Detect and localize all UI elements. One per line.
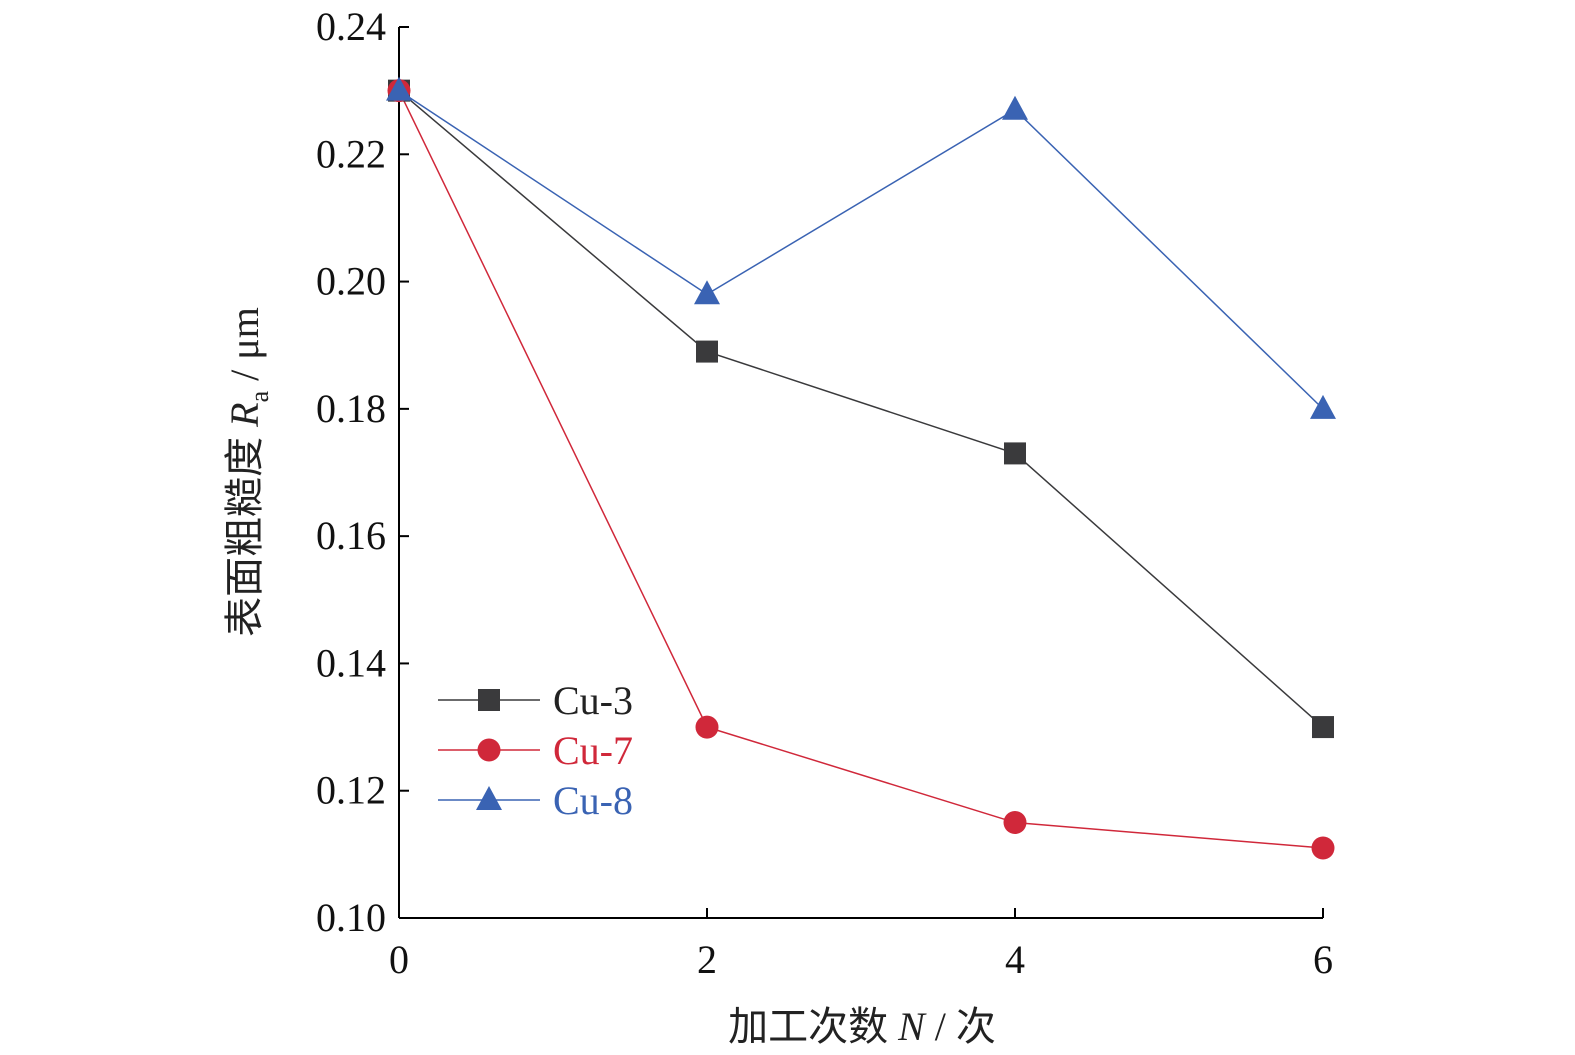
data-point-cu-8: [1310, 394, 1336, 419]
y-tick-label: 0.24: [316, 4, 386, 49]
legend-label-cu-3: Cu-3: [553, 678, 633, 723]
series-lines: [398, 90, 1324, 849]
legend-label-cu-8: Cu-8: [553, 778, 633, 823]
y-tick-label: 0.14: [316, 640, 386, 685]
data-point-cu-8: [386, 76, 412, 101]
x-tick-label: 6: [1313, 937, 1333, 982]
y-tick-label: 0.18: [316, 386, 386, 431]
legend: Cu-3 Cu-7 Cu-8: [438, 678, 633, 823]
legend-marker-cu-3: [478, 689, 500, 711]
y-axis-title: 表面粗糙度 Ra / μm: [222, 307, 274, 637]
data-point-cu-3: [1004, 442, 1026, 465]
legend-marker-cu-7: [477, 738, 501, 762]
data-point-cu-7: [1003, 811, 1027, 835]
y-tick-label: 0.12: [316, 768, 386, 813]
axes: 0.10 0.12 0.14 0.16 0.18 0.20 0.22 0.24 0 2 4 6: [316, 4, 1333, 982]
series-line-cu-8: [398, 90, 1324, 410]
series-markers: [386, 76, 1336, 860]
legend-marker-cu-8: [476, 786, 502, 810]
series-line-cu-3: [398, 90, 1324, 728]
data-point-cu-7: [1311, 836, 1335, 860]
y-tick-label: 0.16: [316, 513, 386, 558]
data-point-cu-8: [694, 280, 720, 305]
y-tick-label: 0.10: [316, 895, 386, 940]
x-tick-label: 2: [697, 937, 717, 982]
series-line-cu-7: [398, 90, 1324, 849]
x-axis-title: 加工次数 N / 次: [728, 1004, 996, 1049]
x-tick-label: 4: [1005, 937, 1025, 982]
data-point-cu-3: [696, 340, 718, 363]
data-point-cu-7: [695, 715, 719, 739]
data-point-cu-3: [1312, 716, 1334, 739]
data-point-cu-8: [1002, 95, 1028, 120]
y-tick-label: 0.22: [316, 131, 386, 176]
x-tick-label: 0: [389, 937, 409, 982]
legend-label-cu-7: Cu-7: [553, 728, 633, 773]
y-tick-label: 0.20: [316, 259, 386, 304]
